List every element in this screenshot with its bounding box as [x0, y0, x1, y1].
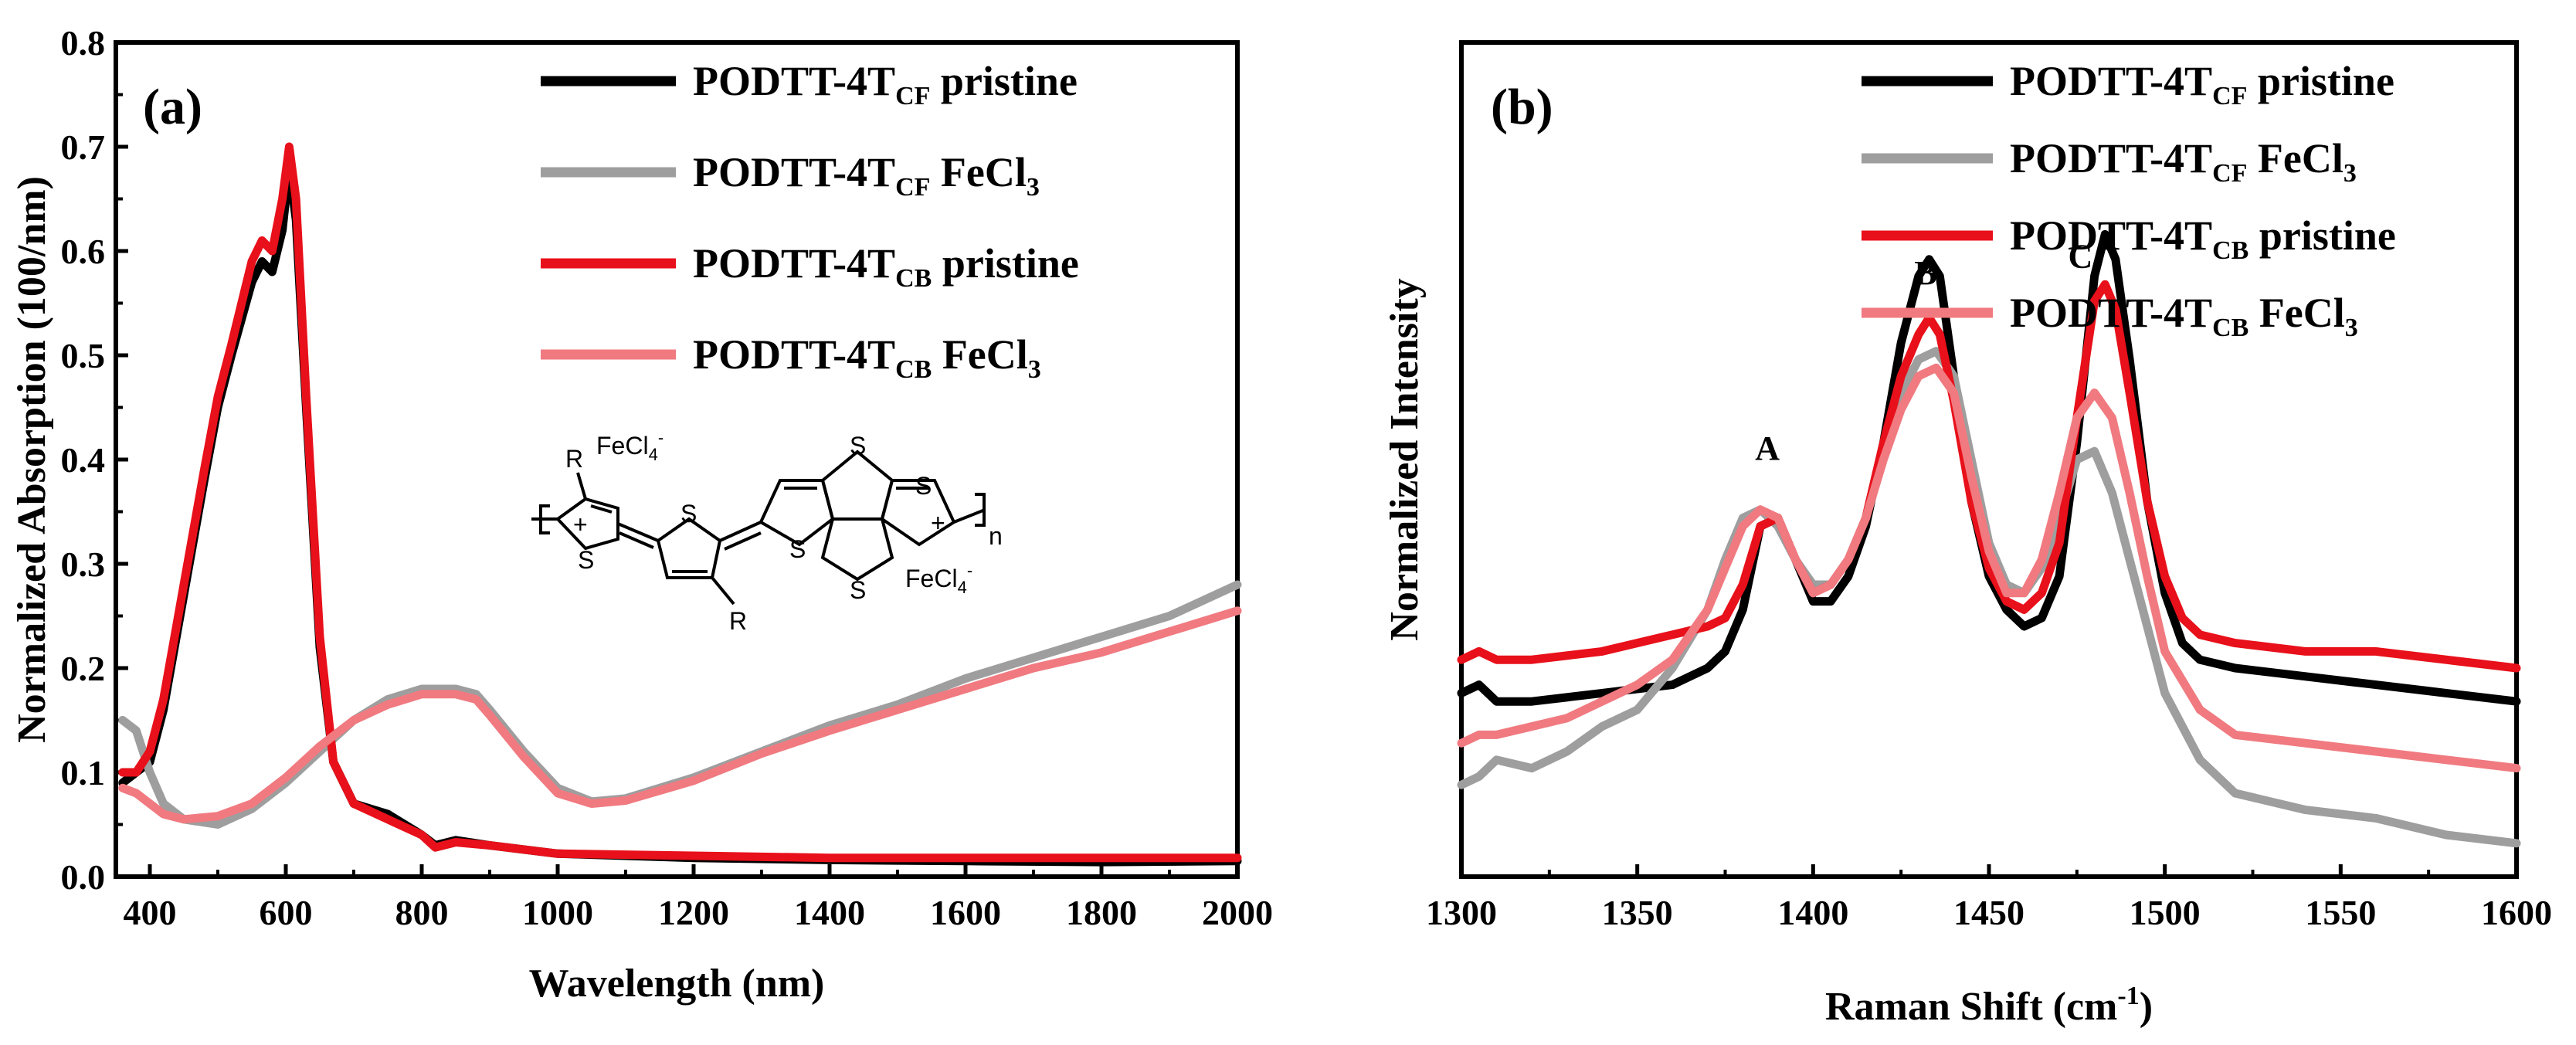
- panel-a-series-lines: [118, 142, 1242, 867]
- legend-entry-4: PODTT-4TCB FeCl3: [693, 331, 1041, 384]
- x-tick-label: 1550: [2305, 893, 2376, 932]
- structure-bridge-2b: [724, 531, 762, 551]
- structure-fecl4-bottom: FeCl4-: [905, 561, 972, 597]
- x-tick-label: 1300: [1426, 893, 1497, 932]
- series-line-4: [1457, 363, 2521, 773]
- structure-right-bond: [953, 508, 986, 524]
- legend-entry-3: PODTT-4TCB pristine: [693, 240, 1079, 293]
- legend-entry-3: PODTT-4TCB pristine: [2010, 212, 2396, 265]
- x-tick-label: 1600: [930, 893, 1001, 932]
- polymer-structure-labels: R FeCl4- + S S R S S S S + n FeCl4-: [565, 428, 1003, 635]
- peak-label-b: B: [1914, 254, 1936, 292]
- x-tick-label: 800: [395, 893, 449, 932]
- series-line-3: [1457, 280, 2521, 673]
- x-tick-label: 2000: [1202, 893, 1273, 932]
- structure-ring-1: [555, 497, 619, 551]
- y-tick-label: 0.2: [61, 649, 106, 688]
- series-line-2: [1457, 347, 2521, 848]
- polymer-structure-drawing: [531, 450, 986, 606]
- structure-ring-1-double: [590, 504, 613, 514]
- x-tick-label: 1400: [1777, 893, 1848, 932]
- panel-b-label: (b): [1491, 79, 1553, 135]
- structure-s-5: S: [850, 576, 866, 604]
- x-tick-label: 1350: [1602, 893, 1673, 932]
- legend-entry-2: PODTT-4TCF FeCl3: [693, 149, 1040, 202]
- x-tick-label: 1400: [794, 893, 865, 932]
- panel-a-legend: PODTT-4TCF pristine PODTT-4TCF FeCl3 PODTT…: [541, 58, 1079, 384]
- structure-r-top-bond: [576, 472, 587, 500]
- structure-r-bottom-bond: [711, 576, 735, 606]
- structure-bridge-1b: [619, 531, 654, 549]
- x-tick-label: 400: [124, 893, 177, 932]
- y-tick-label: 0.3: [61, 545, 106, 584]
- structure-s-3: S: [850, 432, 866, 460]
- panel-b-legend: PODTT-4TCF pristine PODTT-4TCF FeCl3 PODTT…: [1862, 58, 2396, 342]
- structure-s-4: S: [789, 535, 806, 563]
- structure-plus-1: +: [573, 511, 588, 538]
- structure-s-1: S: [578, 546, 594, 574]
- structure-bridge-1: [617, 522, 659, 542]
- structure-plus-2: +: [931, 509, 945, 537]
- y-tick-label: 0.5: [61, 336, 106, 375]
- panel-a-y-axis-label: Normalized Absorption (100/nm): [10, 176, 54, 743]
- panel-b-series-lines: [1457, 229, 2521, 848]
- y-tick-label: 0.4: [61, 440, 106, 480]
- y-tick-label: 0.0: [61, 857, 106, 897]
- structure-right-bracket: [975, 493, 986, 527]
- structure-ring-4: [820, 450, 894, 521]
- structure-fecl4-top: FeCl4-: [596, 428, 664, 464]
- peak-label-a: A: [1755, 429, 1780, 467]
- x-tick-label: 1500: [2130, 893, 2201, 932]
- legend-entry-1: PODTT-4TCF pristine: [693, 58, 1078, 110]
- panel-b-ticks: 1300 1350 1400 1450 1500 1550 1600: [1426, 864, 2552, 932]
- y-tick-label: 0.7: [61, 127, 106, 167]
- panel-a-x-axis-label: Wavelength (nm): [529, 962, 825, 1006]
- x-tick-label: 1800: [1066, 893, 1137, 932]
- panel-a-ticks: 400 600 800 1000 1200 1400 1600 1800 2000 0.0 0.1 0…: [61, 23, 1274, 932]
- legend-entry-4: PODTT-4TCB FeCl3: [2010, 290, 2358, 342]
- legend-entry-2: PODTT-4TCF FeCl3: [2010, 135, 2357, 188]
- structure-r-top: R: [565, 445, 583, 473]
- structure-ring-5: [820, 517, 894, 582]
- x-tick-label: 1450: [1953, 893, 2024, 932]
- y-tick-label: 0.8: [61, 23, 106, 63]
- series-line-3: [118, 142, 1242, 863]
- structure-ring-2: [656, 517, 722, 579]
- panel-b-x-axis-label: Raman Shift (cm-1): [1825, 982, 2153, 1029]
- panel-a-label: (a): [143, 79, 202, 135]
- structure-s-2: S: [680, 500, 697, 528]
- panel-b-raman-chart: 1300 1350 1400 1450 1500 1550 1600 A B C (b) Ram…: [1383, 40, 2552, 1029]
- y-tick-label: 0.6: [61, 232, 106, 271]
- structure-s-6: S: [915, 472, 932, 500]
- series-line-1: [1457, 229, 2521, 706]
- x-tick-label: 1000: [522, 893, 593, 932]
- x-tick-label: 1600: [2481, 893, 2552, 932]
- panel-b-y-axis-label: Normalized Intensity: [1383, 278, 1427, 640]
- y-tick-label: 0.1: [61, 753, 106, 792]
- panel-a-absorption-chart: 400 600 800 1000 1200 1400 1600 1800 2000 0.0 0.1 0…: [10, 23, 1273, 1006]
- series-line-4: [118, 606, 1242, 824]
- x-tick-label: 1200: [658, 893, 729, 932]
- structure-r-bottom: R: [729, 607, 747, 635]
- structure-ring-6: [880, 479, 956, 547]
- x-tick-label: 600: [260, 893, 313, 932]
- peak-label-c: C: [2068, 238, 2092, 276]
- legend-entry-1: PODTT-4TCF pristine: [2010, 58, 2394, 110]
- structure-bridge-2: [719, 521, 762, 542]
- panel-b-peak-labels: A B C: [1755, 238, 2092, 467]
- structure-n: n: [989, 522, 1003, 550]
